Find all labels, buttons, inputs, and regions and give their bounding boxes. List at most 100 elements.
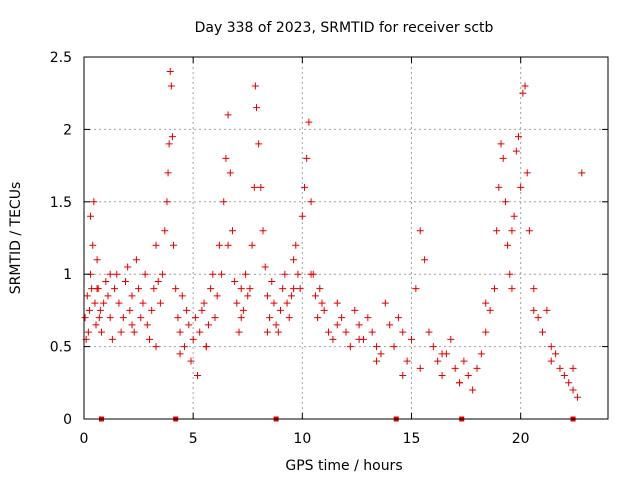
- data-point: [473, 364, 481, 372]
- data-point: [128, 321, 136, 329]
- data-point: [235, 328, 243, 336]
- data-point: [242, 270, 250, 278]
- data-point: [211, 314, 219, 322]
- data-point: [207, 285, 215, 293]
- data-point: [285, 314, 293, 322]
- data-point: [447, 335, 455, 343]
- data-point: [373, 343, 381, 351]
- data-point: [167, 82, 175, 90]
- data-point: [355, 335, 363, 343]
- data-point: [180, 343, 188, 351]
- data-point: [539, 328, 546, 336]
- data-point: [84, 328, 92, 336]
- data-point: [152, 343, 160, 351]
- plot-frame: [83, 56, 609, 420]
- data-point: [248, 241, 256, 249]
- data-point: [305, 118, 313, 126]
- data-point: [460, 357, 468, 365]
- data-points: [81, 67, 586, 422]
- data-point: [303, 154, 311, 162]
- data-point: [92, 321, 100, 329]
- x-axis-label: GPS time / hours: [285, 458, 402, 474]
- data-point: [189, 335, 197, 343]
- data-point: [96, 306, 104, 314]
- x-tick-label: 15: [403, 431, 421, 447]
- data-point: [106, 314, 114, 322]
- data-point: [93, 285, 101, 293]
- data-point: [251, 82, 259, 90]
- data-point: [506, 270, 514, 278]
- data-point: [93, 256, 101, 264]
- data-point: [270, 299, 278, 307]
- data-point: [523, 169, 531, 177]
- data-point: [320, 306, 328, 314]
- data-point: [239, 306, 247, 314]
- data-point: [130, 328, 138, 336]
- data-point: [187, 357, 195, 365]
- data-point: [307, 198, 315, 206]
- data-point: [296, 285, 304, 293]
- data-point: [556, 364, 564, 372]
- data-point: [137, 314, 145, 322]
- data-point: [381, 299, 389, 307]
- data-point: [90, 198, 98, 206]
- data-point: [224, 241, 232, 249]
- data-point: [255, 140, 263, 148]
- data-point: [246, 285, 254, 293]
- data-point: [132, 256, 140, 264]
- data-point: [178, 292, 186, 300]
- data-point: [83, 292, 91, 300]
- data-point: [552, 350, 560, 358]
- data-point: [89, 241, 97, 249]
- data-point: [355, 321, 363, 329]
- data-point: [237, 314, 245, 322]
- y-tick-label: 0: [63, 412, 72, 428]
- data-point: [100, 299, 108, 307]
- data-point: [268, 277, 276, 285]
- data-point: [215, 241, 223, 249]
- data-point: [252, 104, 260, 112]
- data-point: [213, 292, 221, 300]
- data-point: [508, 227, 516, 235]
- data-point: [102, 277, 110, 285]
- data-point: [117, 328, 125, 336]
- data-point: [456, 379, 464, 387]
- data-point: [128, 292, 136, 300]
- y-tick-label: 0.5: [50, 340, 72, 356]
- data-point: [399, 372, 407, 380]
- data-point: [438, 350, 446, 358]
- data-point: [486, 306, 494, 314]
- data-point: [560, 372, 568, 380]
- y-tick-label: 2.5: [50, 50, 72, 66]
- data-point: [318, 299, 326, 307]
- chart-title: Day 338 of 2023, SRMTID for receiver sct…: [195, 20, 494, 36]
- data-point: [200, 299, 208, 307]
- data-point: [373, 357, 381, 365]
- data-point: [183, 306, 191, 314]
- data-point: [311, 292, 319, 300]
- y-axis-label: SRMTID / TECUs: [8, 182, 24, 295]
- data-point: [416, 227, 424, 235]
- data-point: [578, 169, 586, 177]
- x-tick-label: 0: [80, 431, 89, 447]
- data-point: [143, 321, 151, 329]
- data-point: [283, 299, 291, 307]
- data-point: [91, 299, 99, 307]
- data-point: [191, 314, 199, 322]
- data-point: [237, 285, 245, 293]
- data-point: [108, 335, 116, 343]
- y-tick-label: 2: [63, 122, 72, 138]
- data-point: [141, 270, 149, 278]
- data-point: [534, 314, 542, 322]
- data-point: [547, 343, 555, 351]
- data-point: [198, 306, 206, 314]
- data-point: [569, 386, 577, 394]
- data-point: [482, 328, 490, 336]
- data-point: [508, 285, 516, 293]
- data-point: [81, 314, 89, 322]
- data-point: [403, 357, 411, 365]
- data-point: [429, 343, 437, 351]
- data-point: [514, 133, 522, 141]
- data-point: [259, 227, 267, 235]
